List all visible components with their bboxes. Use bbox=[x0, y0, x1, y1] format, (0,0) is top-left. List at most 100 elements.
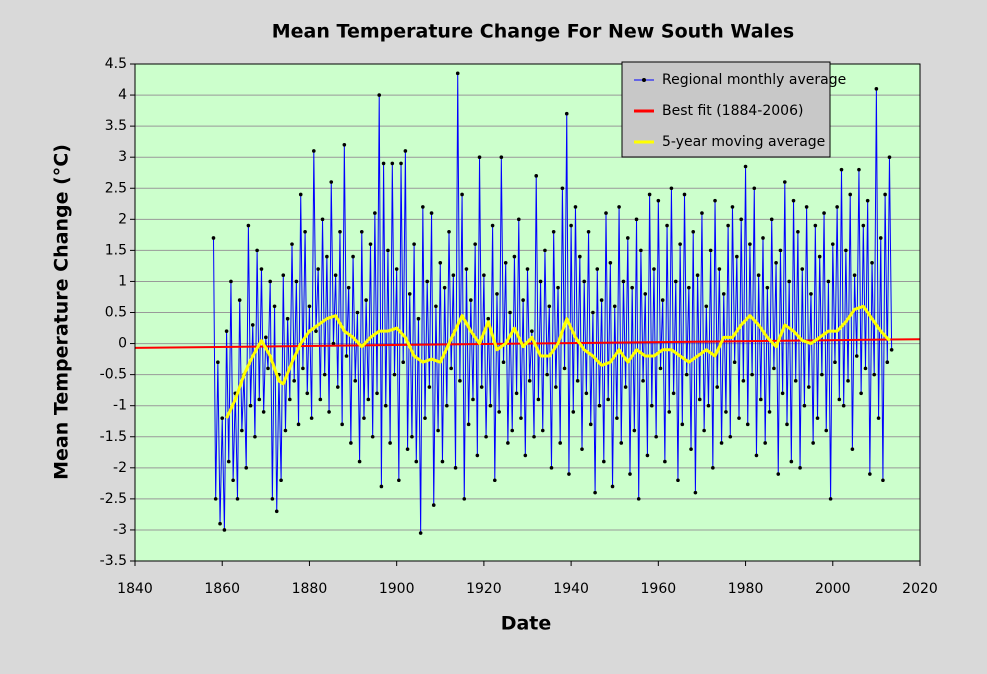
data-point bbox=[752, 186, 757, 191]
data-point bbox=[636, 497, 641, 501]
data-point bbox=[588, 422, 593, 427]
data-point bbox=[503, 261, 508, 265]
data-point bbox=[312, 149, 316, 153]
data-point bbox=[325, 254, 329, 259]
data-point bbox=[667, 410, 672, 414]
data-point bbox=[497, 410, 501, 414]
data-point bbox=[580, 447, 584, 451]
x-tick-label: 2020 bbox=[902, 581, 938, 597]
data-point bbox=[793, 379, 798, 383]
data-point bbox=[634, 217, 639, 222]
data-point bbox=[429, 211, 434, 215]
data-point bbox=[547, 304, 552, 309]
data-point bbox=[423, 416, 427, 420]
data-point bbox=[763, 441, 767, 445]
data-point bbox=[484, 434, 488, 439]
data-point bbox=[813, 223, 818, 228]
data-point bbox=[392, 372, 397, 377]
data-point bbox=[318, 397, 323, 402]
data-point bbox=[231, 478, 235, 483]
data-point bbox=[885, 360, 890, 365]
data-point bbox=[344, 354, 349, 358]
x-tick-label: 1880 bbox=[292, 581, 328, 597]
data-point bbox=[331, 341, 336, 346]
data-point bbox=[543, 248, 547, 253]
x-tick-label: 1980 bbox=[728, 581, 764, 597]
data-point bbox=[373, 211, 377, 215]
data-point bbox=[874, 87, 879, 91]
data-point bbox=[355, 310, 360, 315]
data-point bbox=[554, 385, 558, 389]
data-point bbox=[388, 441, 392, 445]
data-point bbox=[721, 292, 726, 296]
data-point bbox=[878, 236, 883, 240]
data-point bbox=[460, 192, 464, 197]
data-point bbox=[495, 292, 499, 296]
y-tick-label: -1 bbox=[113, 398, 127, 414]
data-point bbox=[381, 161, 386, 166]
data-point bbox=[351, 254, 355, 259]
data-point bbox=[362, 416, 366, 420]
data-point bbox=[246, 223, 251, 228]
data-point bbox=[288, 397, 292, 402]
data-point bbox=[739, 217, 743, 222]
data-point bbox=[272, 304, 277, 309]
data-point bbox=[671, 391, 676, 396]
data-point bbox=[828, 497, 833, 501]
data-point bbox=[285, 316, 290, 321]
data-point bbox=[719, 441, 724, 445]
data-point bbox=[488, 403, 493, 408]
data-point bbox=[270, 497, 275, 501]
data-point bbox=[519, 416, 523, 420]
data-point bbox=[852, 273, 857, 278]
data-point bbox=[665, 223, 669, 228]
data-point bbox=[475, 453, 480, 458]
data-point bbox=[281, 273, 286, 278]
data-point bbox=[593, 490, 597, 495]
data-point bbox=[706, 403, 711, 408]
data-point bbox=[645, 453, 650, 458]
data-point bbox=[346, 285, 351, 290]
data-point bbox=[817, 254, 822, 259]
data-point bbox=[743, 164, 748, 169]
data-point bbox=[573, 205, 578, 209]
data-point bbox=[783, 180, 787, 184]
data-point bbox=[248, 403, 253, 408]
data-point bbox=[366, 397, 371, 402]
data-point bbox=[767, 410, 772, 414]
data-point bbox=[857, 167, 861, 172]
data-point bbox=[407, 292, 412, 296]
legend-label: Regional monthly average bbox=[662, 72, 846, 88]
data-point bbox=[798, 466, 802, 470]
data-point bbox=[641, 379, 645, 383]
data-point bbox=[401, 360, 406, 365]
y-tick-label: -3 bbox=[113, 522, 127, 538]
data-point bbox=[697, 397, 702, 402]
data-point bbox=[532, 434, 536, 439]
data-point bbox=[711, 466, 715, 470]
data-point bbox=[846, 379, 850, 383]
data-point bbox=[379, 484, 384, 489]
data-point bbox=[492, 478, 497, 483]
data-point bbox=[370, 434, 375, 439]
data-point bbox=[226, 459, 231, 464]
y-tick-label: 0 bbox=[118, 336, 127, 352]
data-point bbox=[303, 229, 307, 234]
data-point bbox=[680, 422, 685, 427]
data-point bbox=[469, 298, 473, 302]
data-point bbox=[632, 428, 637, 433]
data-point bbox=[436, 428, 440, 433]
data-point bbox=[809, 292, 813, 296]
data-point bbox=[453, 466, 458, 470]
data-point bbox=[606, 397, 610, 402]
data-point bbox=[848, 192, 853, 197]
data-point bbox=[458, 379, 462, 383]
data-point bbox=[536, 397, 541, 402]
data-point bbox=[305, 391, 310, 396]
data-point bbox=[735, 254, 739, 259]
data-point bbox=[761, 236, 765, 240]
data-point bbox=[320, 217, 325, 222]
data-point bbox=[802, 403, 807, 408]
data-point bbox=[715, 385, 720, 389]
